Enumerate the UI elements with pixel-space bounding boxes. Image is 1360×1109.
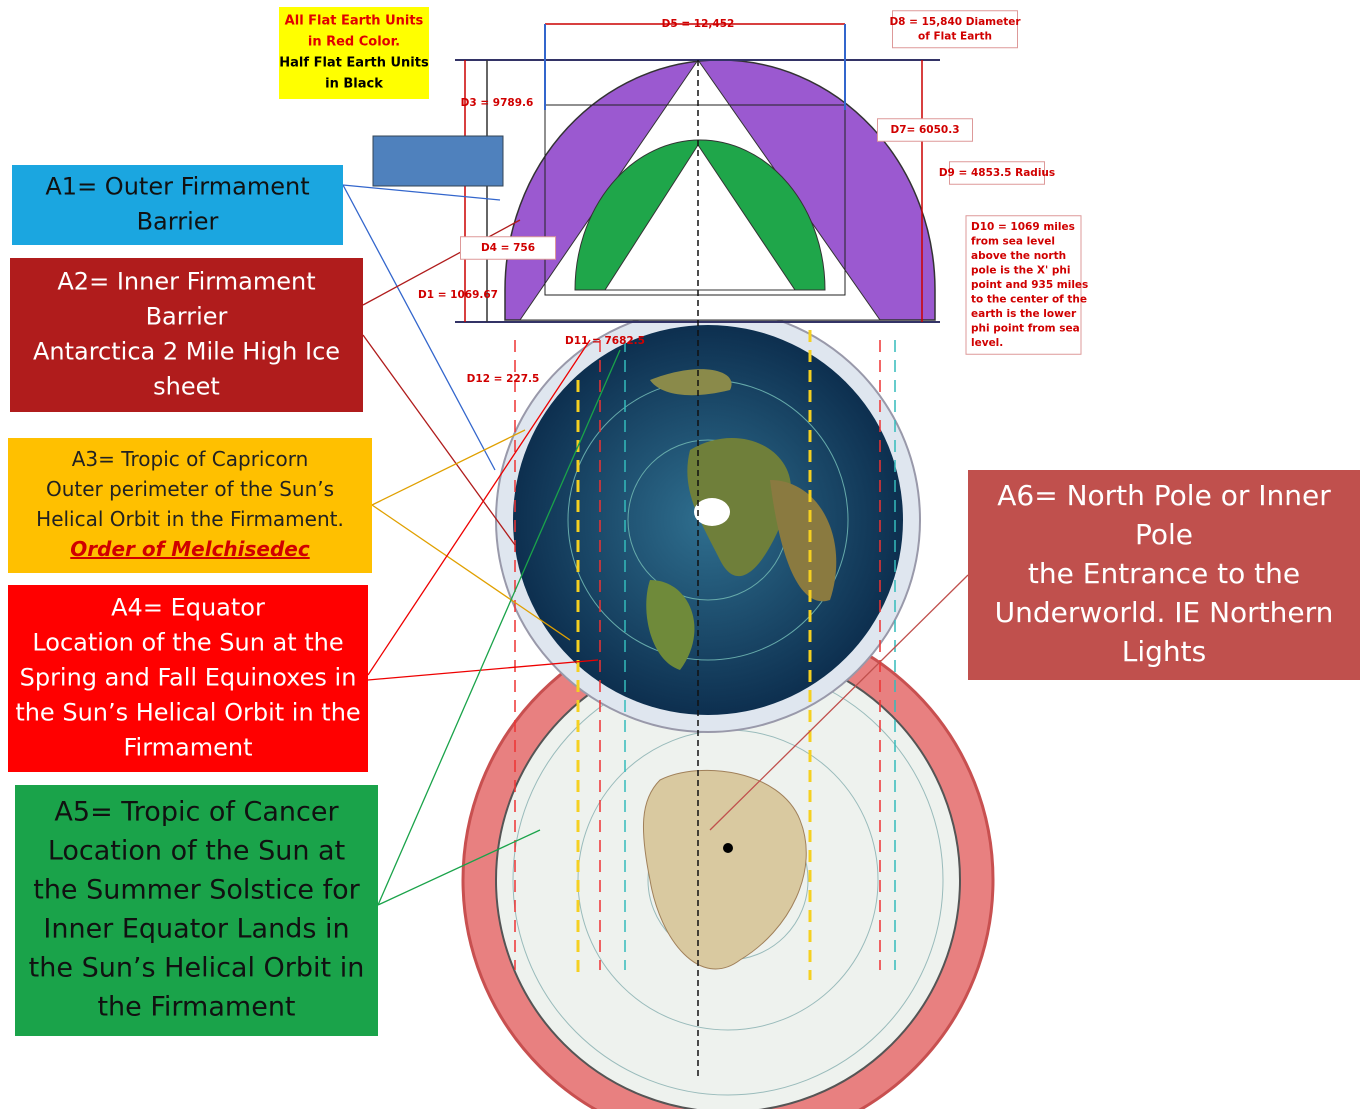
callout-line: Outer perimeter of the Sun’s — [46, 477, 334, 501]
callout-line: Barrier — [146, 303, 228, 331]
dimension-label: D4 = 756 — [481, 242, 535, 254]
callout-line: A1= Outer Firmament — [45, 173, 309, 201]
dimension-label: pole is the X' phi — [971, 265, 1070, 277]
dimension-label: D8 = 15,840 Diameter — [889, 16, 1021, 28]
callout-line: Antarctica 2 Mile High Ice — [33, 338, 340, 366]
legend-note-line: All Flat Earth Units — [285, 14, 424, 29]
dimension-box — [965, 215, 1082, 355]
callout-line: A3= Tropic of Capricorn — [72, 447, 309, 471]
callout-box — [15, 785, 378, 1036]
callout-line: Location of the Sun at the — [32, 629, 343, 657]
callout-box — [8, 585, 368, 772]
callout-line: sheet — [153, 373, 220, 401]
callout-box — [12, 165, 343, 245]
dimension-label: D12 = 227.5 — [467, 373, 540, 385]
dome-diagram — [372, 23, 940, 1080]
callout-box — [10, 258, 363, 412]
dimension-label: D10 = 1069 miles — [971, 221, 1075, 233]
dimension-label: earth is the lower — [971, 308, 1077, 320]
callout-line: A6= North Pole or Inner — [997, 479, 1331, 512]
globe — [495, 307, 921, 733]
callout-line: Location of the Sun at — [48, 836, 345, 867]
callout-line: Inner Equator Lands in — [43, 914, 349, 945]
dimension-label: level. — [971, 337, 1003, 349]
dimension-box — [949, 161, 1045, 185]
callout-line: the Entrance to the — [1028, 557, 1300, 590]
dimension-box — [877, 118, 973, 142]
dimension-label: D7= 6050.3 — [891, 124, 960, 136]
callout-line: A4= Equator — [111, 594, 265, 622]
legend-note-line: in Red Color. — [308, 35, 400, 50]
dimension-label: phi point from sea — [971, 323, 1080, 335]
callout-link: Order of Melchisedec — [70, 537, 310, 561]
callout-line: Lights — [1122, 635, 1206, 668]
callout-line: Barrier — [137, 208, 219, 236]
callout-line: Pole — [1135, 518, 1193, 551]
callout-line: the Sun’s Helical Orbit in — [29, 953, 365, 984]
dimension-label: D1 = 1069.67 — [418, 289, 498, 301]
callout-line: the Sun’s Helical Orbit in the — [15, 699, 360, 727]
callout-line: A2= Inner Firmament — [57, 268, 315, 296]
callout-box — [968, 470, 1360, 680]
legend-note-line: Half Flat Earth Units — [279, 56, 429, 71]
callout-line: the Firmament — [97, 992, 295, 1023]
legend-note-line: in Black — [325, 77, 383, 92]
callout-line: A5= Tropic of Cancer — [54, 797, 339, 828]
orbit-lines — [514, 330, 896, 980]
callout-line: Firmament — [123, 734, 252, 762]
dimension-label: D11 = 7682.5 — [565, 335, 645, 347]
dimensions: D5 = 12,452 D8 = 15,840 Diameter of Flat E… — [418, 10, 1088, 385]
callout-line: Helical Orbit in the Firmament. — [36, 507, 344, 531]
dimension-label: point and 935 miles — [971, 279, 1088, 291]
dimension-label: D5 = 12,452 — [662, 18, 735, 30]
leader-lines — [342, 184, 969, 906]
dimension-label: D3 = 9789.6 — [461, 97, 534, 109]
dimension-box — [892, 10, 1018, 49]
dimension-label: from sea level — [971, 236, 1055, 248]
dimension-box — [460, 236, 556, 260]
callout-box — [8, 438, 372, 573]
callout-line: Underworld. IE Northern — [995, 596, 1334, 629]
callouts: A1= Outer Firmament Barrier A2= Inner Firm… — [8, 165, 1360, 1036]
dimension-label: of Flat Earth — [918, 31, 992, 43]
dimension-label: D9 = 4853.5 Radius — [939, 167, 1055, 179]
callout-line: Spring and Fall Equinoxes in — [20, 664, 357, 692]
dimension-label: above the north — [971, 250, 1066, 262]
callout-line: the Summer Solstice for — [33, 875, 360, 906]
dimension-label: to the center of the — [971, 294, 1087, 306]
legend-note-box — [279, 7, 429, 99]
